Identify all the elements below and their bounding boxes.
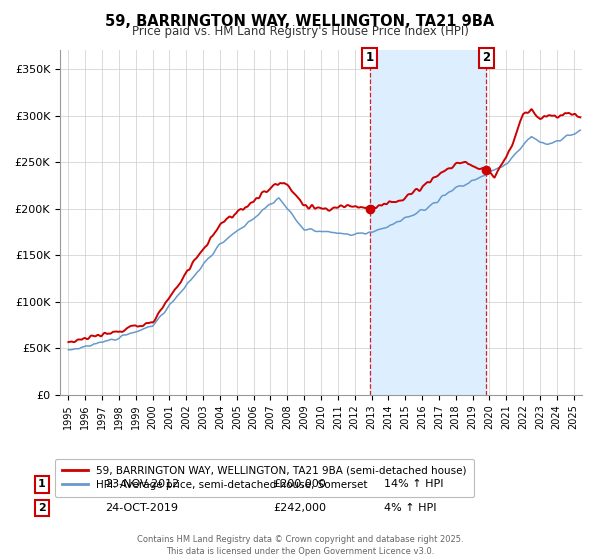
Text: 24-OCT-2019: 24-OCT-2019 (105, 503, 178, 513)
Text: 59, BARRINGTON WAY, WELLINGTON, TA21 9BA: 59, BARRINGTON WAY, WELLINGTON, TA21 9BA (106, 14, 494, 29)
Text: £242,000: £242,000 (273, 503, 326, 513)
Text: 1: 1 (366, 52, 374, 64)
Text: 1: 1 (38, 479, 46, 489)
Text: 23-NOV-2012: 23-NOV-2012 (105, 479, 179, 489)
Text: 2: 2 (38, 503, 46, 513)
Text: Contains HM Land Registry data © Crown copyright and database right 2025.
This d: Contains HM Land Registry data © Crown c… (137, 535, 463, 556)
Text: Price paid vs. HM Land Registry's House Price Index (HPI): Price paid vs. HM Land Registry's House … (131, 25, 469, 38)
Bar (370, 50, 487, 395)
Legend: 59, BARRINGTON WAY, WELLINGTON, TA21 9BA (semi-detached house), HPI: Average pri: 59, BARRINGTON WAY, WELLINGTON, TA21 9BA… (55, 459, 474, 497)
Text: £200,000: £200,000 (273, 479, 326, 489)
Text: 2: 2 (482, 52, 490, 64)
Text: 14% ↑ HPI: 14% ↑ HPI (384, 479, 443, 489)
Text: 4% ↑ HPI: 4% ↑ HPI (384, 503, 437, 513)
